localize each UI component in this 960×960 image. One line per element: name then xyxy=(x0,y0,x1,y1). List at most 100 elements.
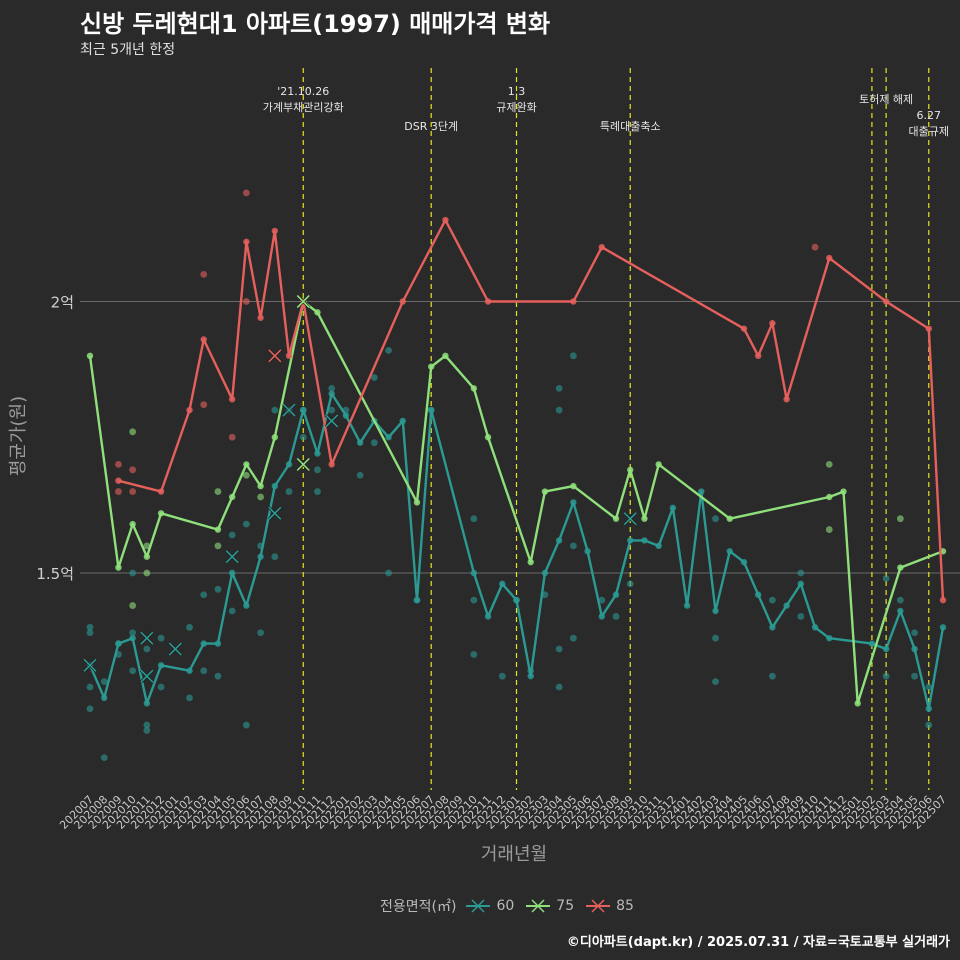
cancelled-cross xyxy=(268,349,282,363)
series-point-60 xyxy=(541,569,549,577)
series-point-75 xyxy=(484,434,492,441)
data-point-60 xyxy=(769,672,776,680)
data-point-60 xyxy=(555,645,563,653)
series-point-85 xyxy=(740,325,748,332)
data-point-60 xyxy=(86,683,94,691)
data-point-60 xyxy=(242,721,250,729)
series-point-75 xyxy=(143,553,151,560)
data-point-60 xyxy=(797,569,805,577)
cancelled-marker-60 xyxy=(139,631,154,646)
series-point-60 xyxy=(285,461,293,468)
series-point-85 xyxy=(328,461,335,468)
data-point-60 xyxy=(598,596,606,604)
data-point-60 xyxy=(242,520,250,528)
data-point-60 xyxy=(271,406,279,414)
series-point-60 xyxy=(598,613,605,620)
series-point-85 xyxy=(257,314,264,321)
event-label: DSR 3단계 xyxy=(404,120,458,133)
data-point-60 xyxy=(882,575,890,582)
series-point-85 xyxy=(228,396,236,403)
cancelled-cross xyxy=(83,658,97,672)
series-point-60 xyxy=(584,548,591,555)
series-point-60 xyxy=(754,591,762,598)
series-point-75 xyxy=(541,488,549,495)
data-point-60 xyxy=(214,585,222,593)
data-point-60 xyxy=(370,439,378,447)
series-point-60 xyxy=(470,569,478,577)
data-point-75 xyxy=(896,515,904,523)
series-point-75 xyxy=(612,515,620,522)
series-point-60 xyxy=(356,439,364,446)
cancelled-marker-60 xyxy=(225,549,240,564)
series-point-75 xyxy=(129,520,136,528)
data-point-60 xyxy=(328,384,336,392)
series-point-60 xyxy=(143,700,151,707)
legend-label-60: 60 xyxy=(496,898,515,914)
data-point-85 xyxy=(242,189,250,197)
data-point-60 xyxy=(86,623,94,631)
series-line-85 xyxy=(118,218,945,601)
data-point-60 xyxy=(314,466,321,474)
series-point-75 xyxy=(570,482,577,490)
data-point-85 xyxy=(242,298,250,305)
data-point-75 xyxy=(214,488,222,495)
page-title: 신방 두레현대1 아파트(1997) 매매가격 변화 xyxy=(80,10,551,38)
series-point-85 xyxy=(157,488,165,495)
series-point-60 xyxy=(186,667,193,674)
data-point-60 xyxy=(228,531,236,539)
series-point-75 xyxy=(655,461,662,468)
series-point-85 xyxy=(442,216,449,224)
series-point-75 xyxy=(228,493,236,501)
data-point-75 xyxy=(257,493,264,501)
series-point-60 xyxy=(399,417,406,425)
data-point-60 xyxy=(186,694,193,702)
data-point-60 xyxy=(86,629,94,637)
cancelled-marker-60 xyxy=(267,506,282,521)
cancelled-marker-60 xyxy=(168,641,183,657)
data-point-85 xyxy=(115,461,122,468)
cancelled-marker-85 xyxy=(267,348,282,363)
data-point-85 xyxy=(115,488,122,495)
series-point-75 xyxy=(627,466,634,474)
data-point-60 xyxy=(925,683,933,691)
series-point-75 xyxy=(442,352,449,359)
series-point-60 xyxy=(769,624,776,631)
series-point-85 xyxy=(882,298,890,305)
series-point-60 xyxy=(811,624,819,631)
legend-key-85 xyxy=(586,899,611,913)
cancelled-cross xyxy=(325,414,339,428)
y-tick-label: 1.5억 xyxy=(36,565,74,583)
series-point-60 xyxy=(300,406,307,414)
data-point-60 xyxy=(314,488,321,495)
series-point-75 xyxy=(243,461,250,468)
data-point-60 xyxy=(129,667,137,675)
data-point-60 xyxy=(896,596,904,604)
series-point-60 xyxy=(939,624,947,631)
series-point-75 xyxy=(726,515,733,522)
cancelled-cross xyxy=(225,550,239,564)
series-point-85 xyxy=(271,227,279,235)
data-point-85 xyxy=(228,433,236,441)
data-point-60 xyxy=(555,683,563,691)
series-point-75 xyxy=(641,515,648,522)
data-point-60 xyxy=(769,596,776,604)
data-point-60 xyxy=(285,488,293,495)
data-point-75 xyxy=(129,602,137,609)
series-point-60 xyxy=(328,390,335,398)
event-label: 1.3 규제완화 xyxy=(496,85,536,114)
series-point-75 xyxy=(428,363,435,370)
legend-item-85: 85 xyxy=(586,896,634,916)
series-point-75 xyxy=(840,488,847,495)
data-point-60 xyxy=(157,683,165,691)
data-point-60 xyxy=(214,672,222,680)
series-point-75 xyxy=(115,564,122,571)
data-point-60 xyxy=(470,596,478,604)
series-point-60 xyxy=(740,558,748,566)
data-point-60 xyxy=(157,634,165,642)
data-point-60 xyxy=(143,645,151,653)
data-point-75 xyxy=(242,471,250,479)
series-point-60 xyxy=(868,640,876,647)
series-point-60 xyxy=(413,596,421,604)
series-point-60 xyxy=(214,640,222,647)
data-point-75 xyxy=(143,569,151,577)
